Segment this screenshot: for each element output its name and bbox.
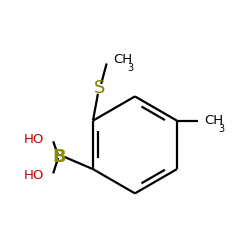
Text: 3: 3: [219, 124, 225, 134]
Text: S: S: [94, 79, 105, 97]
Text: CH: CH: [204, 114, 224, 127]
Text: 3: 3: [127, 63, 134, 73]
Text: HO: HO: [24, 169, 44, 182]
Text: B: B: [52, 148, 66, 166]
Text: HO: HO: [24, 133, 44, 146]
Text: CH: CH: [113, 53, 132, 66]
